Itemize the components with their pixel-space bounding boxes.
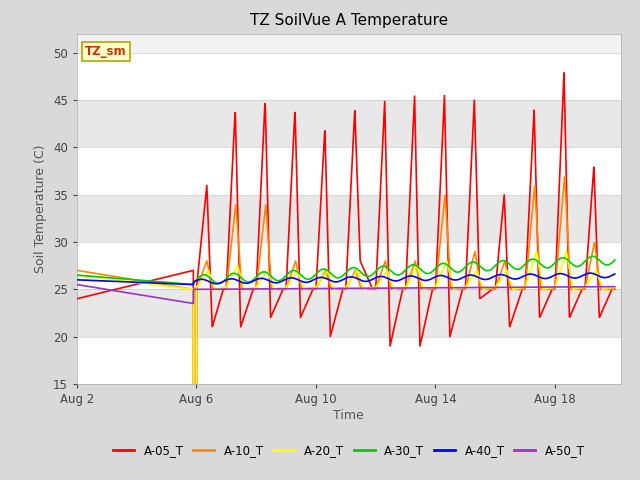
Bar [77,52,621,100]
Bar [77,336,621,384]
Legend: A-05_T, A-10_T, A-20_T, A-30_T, A-40_T, A-50_T: A-05_T, A-10_T, A-20_T, A-30_T, A-40_T, … [108,439,589,461]
Bar [77,147,621,194]
X-axis label: Time: Time [333,409,364,422]
Y-axis label: Soil Temperature (C): Soil Temperature (C) [35,144,47,273]
Bar [77,100,621,147]
Bar [77,242,621,289]
Bar [77,289,621,336]
Title: TZ SoilVue A Temperature: TZ SoilVue A Temperature [250,13,448,28]
Text: TZ_sm: TZ_sm [85,45,127,58]
Bar [77,194,621,242]
